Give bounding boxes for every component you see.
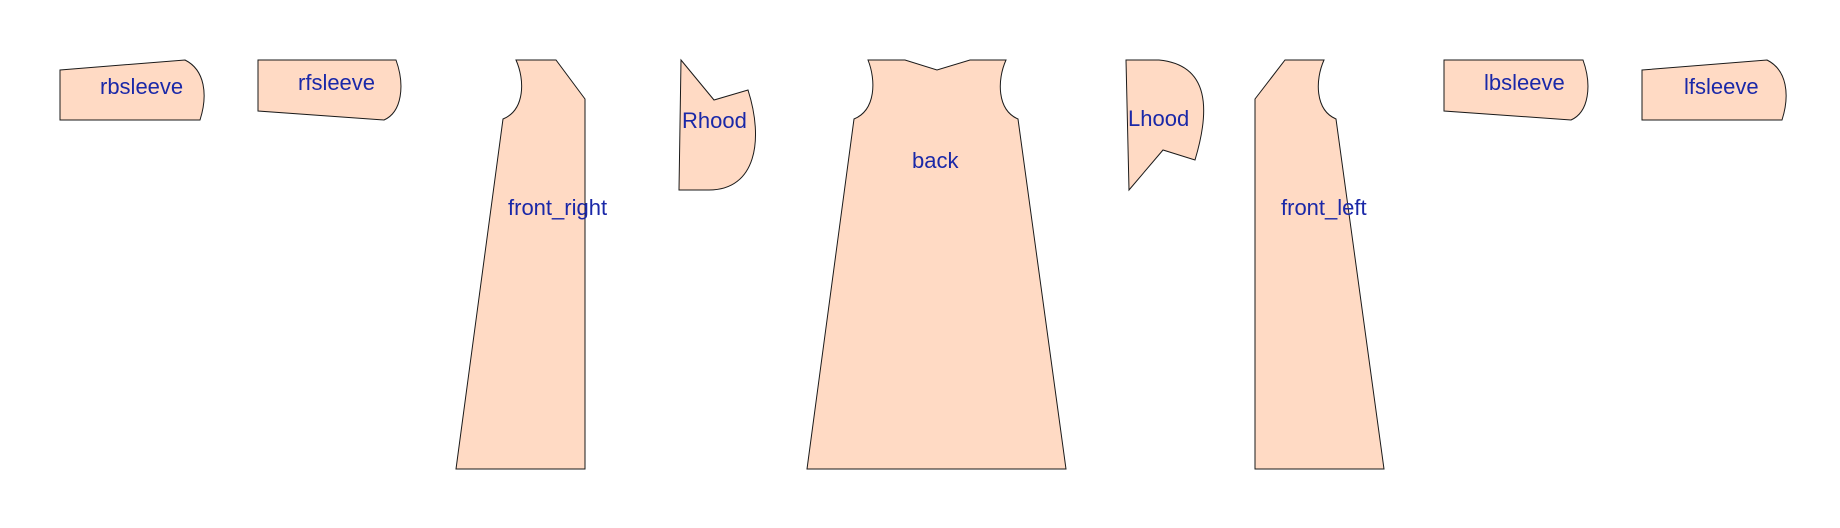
piece-back[interactable]: back xyxy=(806,59,1067,470)
piece-rhood[interactable]: Rhood xyxy=(678,58,757,191)
piece-front-left-shape xyxy=(1254,59,1385,470)
piece-lbsleeve-label: lbsleeve xyxy=(1484,70,1565,95)
piece-rbsleeve-label: rbsleeve xyxy=(100,74,183,99)
piece-back-label: back xyxy=(912,148,959,173)
piece-lfsleeve[interactable]: lfsleeve xyxy=(1641,59,1787,121)
piece-lbsleeve-shape xyxy=(1443,59,1589,121)
piece-lbsleeve[interactable]: lbsleeve xyxy=(1443,59,1589,121)
piece-front-right-shape xyxy=(455,59,586,470)
piece-front-right-label: front_right xyxy=(508,195,607,220)
piece-back-shape xyxy=(806,59,1067,470)
piece-rfsleeve-shape xyxy=(257,59,402,121)
piece-rfsleeve[interactable]: rfsleeve xyxy=(257,59,402,121)
piece-lfsleeve-shape xyxy=(1641,59,1787,121)
piece-rbsleeve[interactable]: rbsleeve xyxy=(59,59,205,121)
piece-rbsleeve-shape xyxy=(59,59,205,121)
piece-front-left[interactable]: front_left xyxy=(1254,59,1385,470)
piece-rfsleeve-label: rfsleeve xyxy=(298,70,375,95)
piece-rhood-shape xyxy=(678,58,757,191)
piece-front-right[interactable]: front_right xyxy=(455,59,607,470)
piece-front-left-label: front_left xyxy=(1281,195,1367,220)
piece-rhood-label: Rhood xyxy=(682,108,747,133)
piece-lhood-shape xyxy=(1125,59,1205,192)
piece-lfsleeve-label: lfsleeve xyxy=(1684,74,1759,99)
piece-lhood[interactable]: Lhood xyxy=(1125,59,1205,192)
piece-lhood-label: Lhood xyxy=(1128,106,1189,131)
